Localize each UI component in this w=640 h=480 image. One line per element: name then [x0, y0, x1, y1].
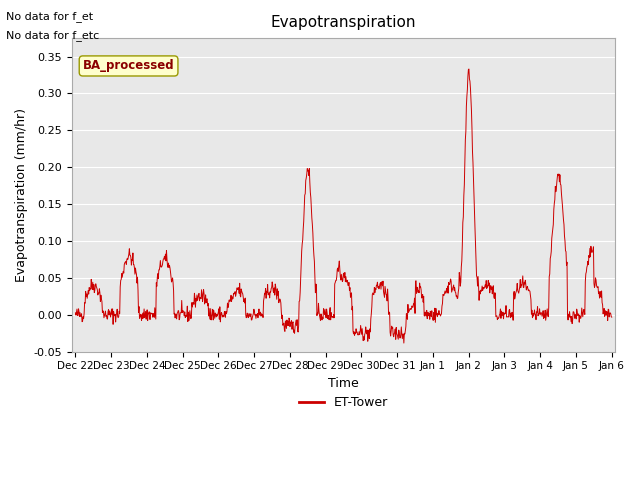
- Text: BA_processed: BA_processed: [83, 60, 174, 72]
- Text: No data for f_et: No data for f_et: [6, 11, 93, 22]
- Text: No data for f_etc: No data for f_etc: [6, 30, 100, 41]
- Y-axis label: Evapotranspiration (mm/hr): Evapotranspiration (mm/hr): [15, 108, 28, 282]
- Legend: ET-Tower: ET-Tower: [294, 391, 393, 414]
- X-axis label: Time: Time: [328, 377, 359, 390]
- Title: Evapotranspiration: Evapotranspiration: [271, 15, 417, 30]
